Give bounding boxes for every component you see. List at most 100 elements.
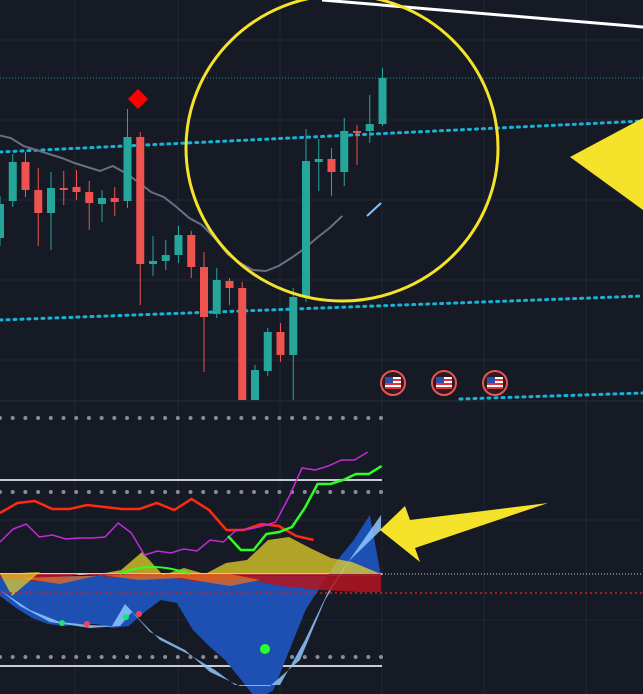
level-dot <box>340 490 345 494</box>
candle-up[interactable] <box>251 370 259 400</box>
level-dot <box>366 416 371 420</box>
candle-up[interactable] <box>212 280 221 314</box>
level-dot <box>0 490 2 494</box>
level-dot <box>175 490 180 494</box>
level-dot <box>150 490 155 494</box>
candle-down[interactable] <box>59 188 68 190</box>
level-dot <box>201 655 206 659</box>
level-dot <box>112 416 117 420</box>
candle-up[interactable] <box>98 198 106 204</box>
level-dot <box>315 416 320 420</box>
candle-up[interactable] <box>289 297 298 355</box>
level-dot <box>10 416 15 420</box>
level-dot <box>201 416 206 420</box>
candle-down[interactable] <box>238 288 247 400</box>
us-flag-icon-canton <box>385 377 393 383</box>
level-dot <box>112 655 117 659</box>
signal-dot <box>260 644 270 654</box>
us-flag-icon-stripe <box>385 383 401 385</box>
us-flag-icon-stripe <box>487 387 503 389</box>
candle-down[interactable] <box>353 131 361 133</box>
level-dot <box>239 416 244 420</box>
candle-up[interactable] <box>149 261 157 264</box>
candle-up[interactable] <box>314 159 323 162</box>
level-dot <box>0 416 2 420</box>
candle-up[interactable] <box>161 255 170 261</box>
us-flag-icon-stripe <box>436 383 452 385</box>
price-panel[interactable] <box>0 68 643 401</box>
signal-dot <box>123 614 129 620</box>
level-dot <box>10 490 15 494</box>
level-dot <box>277 416 282 420</box>
candle-down[interactable] <box>327 159 336 172</box>
level-dot <box>226 490 231 494</box>
signal-dot <box>136 611 142 617</box>
candle-down[interactable] <box>72 187 81 192</box>
level-dot <box>163 490 168 494</box>
candle-up[interactable] <box>340 131 349 172</box>
candle-up[interactable] <box>123 137 132 201</box>
level-dot <box>61 416 66 420</box>
level-dot <box>239 490 244 494</box>
level-dot <box>125 490 129 494</box>
level-dot <box>201 490 206 494</box>
level-dot <box>125 416 129 420</box>
level-dot <box>36 490 41 494</box>
candle-up[interactable] <box>365 124 374 131</box>
red-oscillator-line <box>0 497 314 542</box>
candle-down[interactable] <box>225 281 234 288</box>
level-dot <box>328 655 333 659</box>
level-dot <box>328 490 333 494</box>
level-dot <box>213 416 218 420</box>
candle-down[interactable] <box>85 192 94 203</box>
level-dot <box>366 490 371 494</box>
us-flag-icon[interactable] <box>431 370 457 396</box>
level-dot <box>86 655 91 659</box>
candle-up[interactable] <box>47 188 55 213</box>
level-dot <box>74 490 79 494</box>
channel-line <box>0 294 643 322</box>
candle-up[interactable] <box>302 161 310 297</box>
level-dot <box>36 655 41 659</box>
level-dot <box>213 655 218 659</box>
candle-down[interactable] <box>34 190 43 213</box>
level-dot <box>188 416 193 420</box>
level-dot <box>0 655 2 659</box>
candle-down[interactable] <box>276 332 285 355</box>
candle-down[interactable] <box>21 162 30 190</box>
level-dot <box>340 416 345 420</box>
us-flag-icon[interactable] <box>380 370 406 396</box>
level-dot <box>36 416 41 420</box>
level-dot <box>353 416 358 420</box>
level-dot <box>99 655 104 659</box>
oscillator-panel[interactable] <box>0 416 643 694</box>
level-dot <box>340 655 345 659</box>
level-dot <box>315 490 320 494</box>
candle-down[interactable] <box>200 267 208 317</box>
level-dot <box>315 655 320 659</box>
candle-up[interactable] <box>263 332 272 371</box>
level-dot <box>61 490 66 494</box>
level-dot <box>188 655 193 659</box>
us-flag-icon-stripe <box>487 383 503 385</box>
candle-up[interactable] <box>378 78 387 124</box>
yellow-wave-left <box>0 572 40 596</box>
candle-down[interactable] <box>136 137 145 264</box>
us-flag-icon[interactable] <box>482 370 508 396</box>
level-dot <box>264 416 269 420</box>
green-oscillator-line <box>227 464 383 552</box>
candle-up[interactable] <box>174 235 183 255</box>
level-dot <box>188 490 193 494</box>
yellow-wave-area <box>100 537 381 575</box>
level-dot <box>137 655 142 659</box>
candle-up[interactable] <box>0 204 4 238</box>
level-dot <box>86 416 91 420</box>
candle-down[interactable] <box>110 198 119 202</box>
level-dot <box>150 655 155 659</box>
candle-down[interactable] <box>187 235 196 267</box>
blue-wave-area <box>0 515 381 694</box>
candle-up[interactable] <box>8 162 17 201</box>
level-dot <box>163 655 168 659</box>
